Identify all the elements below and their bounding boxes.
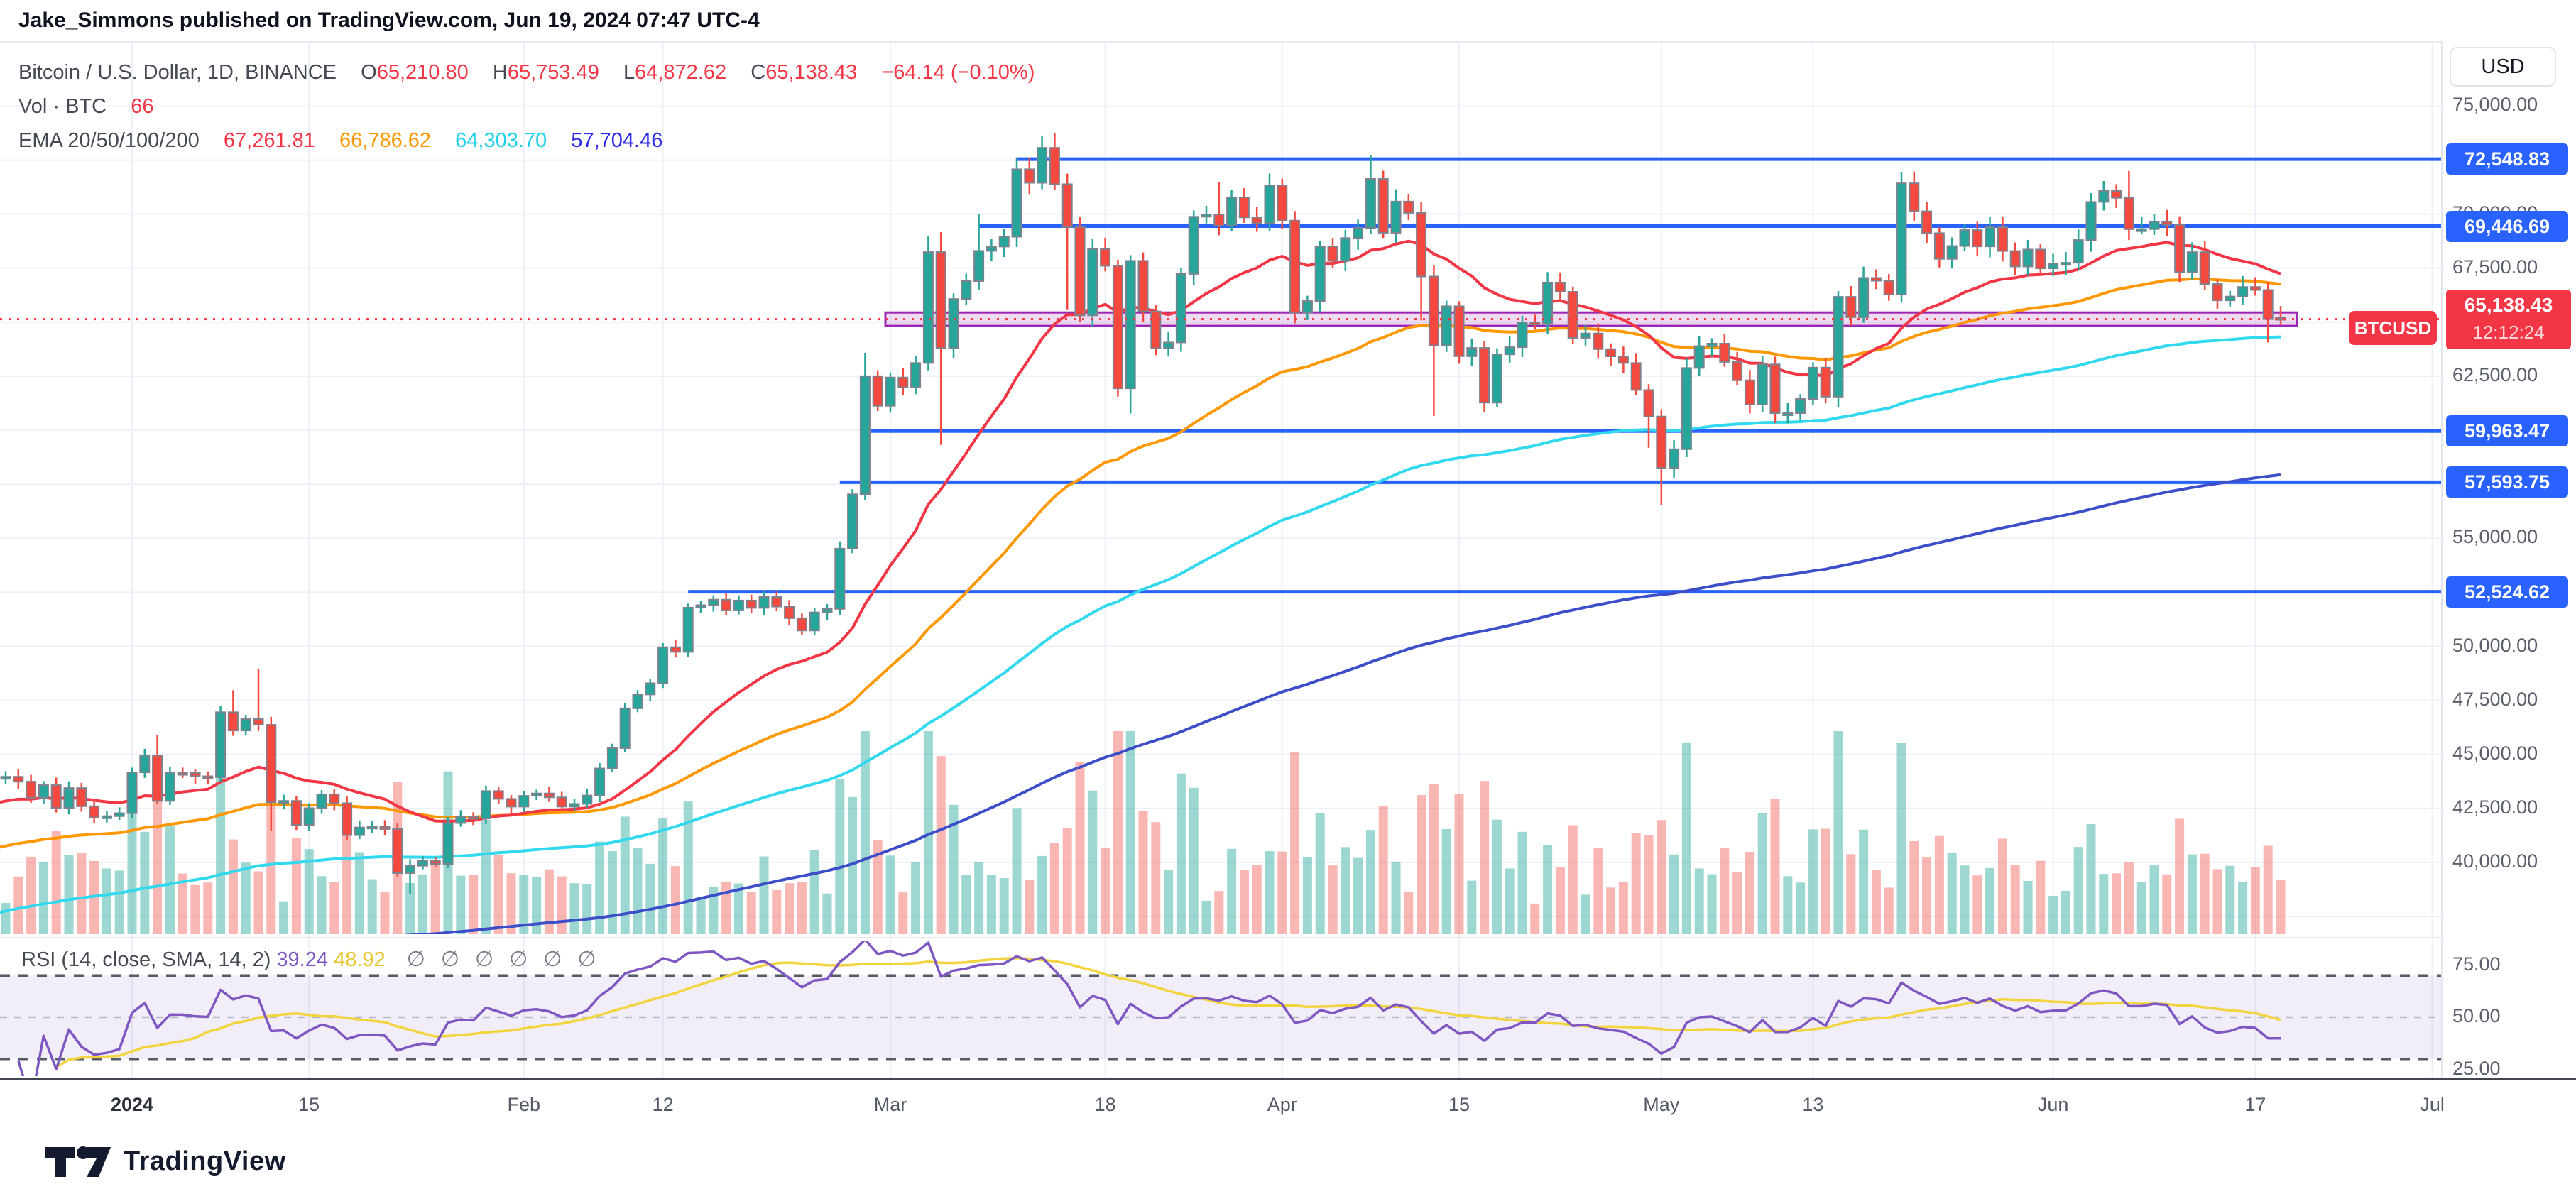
tradingview-brand-text[interactable]: TradingView xyxy=(124,1146,286,1176)
ema200-value: 57,704.46 xyxy=(571,129,663,152)
ema-20-line[interactable] xyxy=(0,239,2281,823)
rsi-empty-symbol: ∅ xyxy=(509,948,528,971)
rsi-axis-label: 50.00 xyxy=(2452,1005,2501,1026)
rsi-pane xyxy=(0,940,2441,1104)
ema20-value: 67,261.81 xyxy=(223,129,315,152)
rsi-empty-symbol: ∅ xyxy=(406,948,425,971)
rsi-legend-row[interactable]: RSI (14, close, SMA, 14, 2) 39.24 48.92 … xyxy=(21,947,596,972)
last-price-value: 65,138.43 xyxy=(2464,293,2553,316)
level-price-badge: 59,963.47 xyxy=(2446,415,2568,447)
price-zone-rectangle[interactable] xyxy=(884,311,2298,327)
ema-label[interactable]: EMA 20/50/100/200 xyxy=(18,129,200,152)
time-axis-corner xyxy=(2443,1080,2576,1134)
time-axis-label: 17 xyxy=(2244,1094,2266,1115)
time-axis-label: Jul xyxy=(2420,1094,2443,1115)
time-axis-label: Feb xyxy=(507,1094,541,1115)
time-axis-label: 15 xyxy=(298,1094,320,1115)
rsi-empty-symbol: ∅ xyxy=(440,948,459,971)
ema-200-line[interactable] xyxy=(0,473,2281,990)
rsi-empty-values: ∅ ∅ ∅ ∅ ∅ ∅ xyxy=(391,948,596,971)
currency-toggle-button[interactable]: USD xyxy=(2450,47,2556,87)
volume-bars xyxy=(1,731,2286,934)
level-price-badge: 72,548.83 xyxy=(2446,143,2568,175)
pane-separator[interactable] xyxy=(0,937,2576,938)
price-axis-label: 42,500.00 xyxy=(2452,796,2538,818)
price-axis-label: 62,500.00 xyxy=(2452,364,2538,385)
time-axis-label: 2024 xyxy=(110,1094,154,1115)
time-axis-label: Mar xyxy=(873,1094,907,1115)
time-axis-label: Apr xyxy=(1267,1094,1297,1115)
level-price-badge: 69,446.69 xyxy=(2446,210,2568,242)
rsi-axis-label: 75.00 xyxy=(2452,953,2501,975)
ema-legend-row[interactable]: EMA 20/50/100/200 67,261.81 66,786.62 64… xyxy=(18,129,662,153)
price-axis-scale[interactable]: USD 75,000.0070,000.0067,500.0062,500.00… xyxy=(2443,41,2576,1079)
level-price-badge: 52,524.62 xyxy=(2446,576,2568,608)
price-axis-label: 55,000.00 xyxy=(2452,526,2538,548)
price-axis-label: 45,000.00 xyxy=(2452,742,2538,764)
tradingview-logo-icon[interactable] xyxy=(44,1141,112,1181)
volume-label[interactable]: Vol · BTC xyxy=(18,95,107,118)
rsi-empty-symbol: ∅ xyxy=(577,948,596,971)
level-price-badge: 57,593.75 xyxy=(2446,466,2568,498)
bar-countdown: 12:12:24 xyxy=(2472,321,2545,343)
ohlc-low-label: L xyxy=(623,61,635,84)
time-axis-scale[interactable]: 2024 15 Feb 12 Mar 18 Apr 15 May 13 Jun 17 Jul xyxy=(0,1080,2443,1134)
ohlc-close-value: 65,138.43 xyxy=(765,61,858,84)
rsi-sma-line[interactable] xyxy=(55,956,2281,1068)
change-value: −64.14 (−0.10%) xyxy=(881,61,1035,84)
ema-50-line[interactable] xyxy=(0,277,2281,849)
ohlc-high-label: H xyxy=(492,61,508,84)
time-axis-label: 18 xyxy=(1094,1094,1116,1115)
rsi-line[interactable] xyxy=(17,940,2281,1104)
price-axis-label: 50,000.00 xyxy=(2452,634,2538,656)
ohlc-low-value: 64,872.62 xyxy=(635,61,727,84)
symbol-legend-row[interactable]: Bitcoin / U.S. Dollar, 1D, BINANCE O65,2… xyxy=(18,61,1035,84)
footer-bar: TradingView xyxy=(0,1134,2576,1189)
time-axis-label: 13 xyxy=(1802,1094,1824,1115)
price-axis-label: 67,500.00 xyxy=(2452,256,2538,278)
rsi-label[interactable]: RSI (14, close, SMA, 14, 2) xyxy=(21,948,271,971)
vertical-gridlines xyxy=(131,43,2433,1078)
price-axis-label: 40,000.00 xyxy=(2452,850,2538,872)
ohlc-close-label: C xyxy=(751,61,766,84)
ohlc-high-value: 65,753.49 xyxy=(507,61,599,84)
ema50-value: 66,786.62 xyxy=(339,129,432,152)
chart-top-border xyxy=(0,41,2576,43)
price-line-symbol-badge: BTCUSD xyxy=(2349,311,2437,345)
time-axis-label: 12 xyxy=(652,1094,674,1115)
publish-header: Jake_Simmons published on TradingView.co… xyxy=(0,0,2576,41)
rsi-sma-value: 48.92 xyxy=(334,948,386,971)
volume-value: 66 xyxy=(131,95,154,118)
time-axis-label: Jun xyxy=(2037,1094,2069,1115)
price-axis-border xyxy=(2441,41,2443,1078)
volume-legend-row[interactable]: Vol · BTC 66 xyxy=(18,95,153,119)
rsi-value: 39.24 xyxy=(276,948,328,971)
rsi-axis-label: 25.00 xyxy=(2452,1057,2501,1079)
price-axis-label: 75,000.00 xyxy=(2452,94,2538,116)
ema100-value: 64,303.70 xyxy=(455,129,547,152)
symbol-title[interactable]: Bitcoin / U.S. Dollar, 1D, BINANCE xyxy=(18,61,337,84)
candlesticks xyxy=(0,133,2286,894)
ema-100-line[interactable] xyxy=(0,335,2281,914)
main-pane xyxy=(0,133,2441,990)
time-axis-label: 15 xyxy=(1448,1094,1470,1115)
publish-title: Jake_Simmons published on TradingView.co… xyxy=(18,9,760,32)
rsi-empty-symbol: ∅ xyxy=(474,948,494,971)
last-price-badge: 65,138.43 12:12:24 xyxy=(2446,289,2571,349)
rsi-empty-symbol: ∅ xyxy=(543,948,562,971)
time-axis-label: May xyxy=(1643,1094,1680,1115)
ohlc-open-label: O xyxy=(361,61,377,84)
ohlc-open-value: 65,210.80 xyxy=(376,61,469,84)
price-axis-label: 47,500.00 xyxy=(2452,688,2538,710)
time-axis-separator xyxy=(0,1078,2576,1080)
support-resistance-rays[interactable] xyxy=(688,157,2441,594)
